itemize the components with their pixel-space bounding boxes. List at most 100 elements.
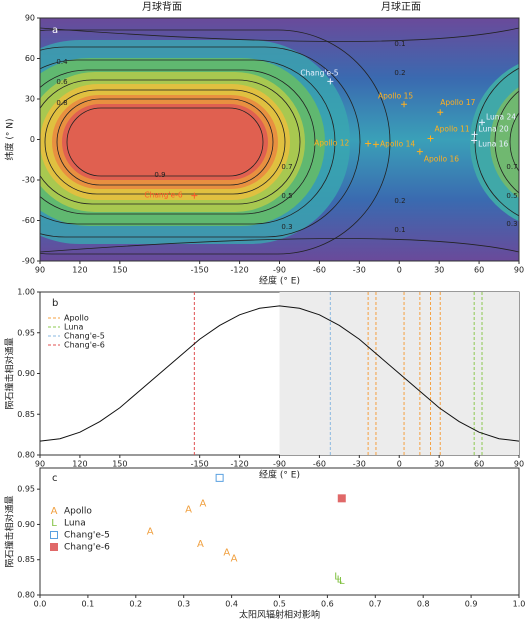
x-tick-label: 30 bbox=[434, 460, 444, 469]
y-tick-label: 0 bbox=[30, 135, 35, 144]
site-marker bbox=[471, 137, 478, 144]
contour-label: 0.8 bbox=[56, 99, 67, 107]
site-marker bbox=[401, 101, 408, 108]
contour-label: 0.1 bbox=[394, 226, 405, 234]
x-tick-label: 90 bbox=[514, 266, 524, 275]
point: L bbox=[337, 574, 343, 585]
y-tick-label: -30 bbox=[22, 176, 35, 185]
contour-label: 0.3 bbox=[281, 223, 292, 231]
site-marker bbox=[471, 131, 478, 138]
site-label: Luna 20 bbox=[479, 124, 509, 133]
site-marker bbox=[191, 192, 198, 199]
legend-marker: L bbox=[51, 518, 57, 529]
x-tick-label: -120 bbox=[231, 460, 249, 469]
point bbox=[215, 473, 224, 482]
y-tick-label: -60 bbox=[22, 216, 35, 225]
y-tick-label: 0.90 bbox=[17, 520, 35, 529]
site-marker bbox=[416, 148, 423, 155]
y-tick-label: 0.80 bbox=[17, 591, 35, 600]
y-tick-label: 0.90 bbox=[17, 369, 35, 378]
y-tick-label: 30 bbox=[25, 95, 35, 104]
legend-label: Chang'e-5 bbox=[64, 531, 110, 541]
point: A bbox=[147, 527, 154, 538]
legend-label: Apollo bbox=[64, 314, 89, 323]
x-tick-label: 90 bbox=[35, 460, 45, 469]
site-marker bbox=[427, 135, 434, 142]
y-tick-label: 0.80 bbox=[17, 451, 35, 460]
site-marker bbox=[327, 78, 334, 85]
x-tick-label: -60 bbox=[313, 460, 326, 469]
x-tick-label: -90 bbox=[273, 266, 286, 275]
x-tick-label: 0.7 bbox=[369, 600, 382, 609]
point: A bbox=[197, 539, 204, 550]
x-tick-label: 90 bbox=[514, 460, 524, 469]
legend-marker bbox=[50, 543, 58, 551]
contour-label: 0.5 bbox=[506, 192, 517, 200]
contour-label: 0.1 bbox=[394, 40, 405, 48]
panel-letter: c bbox=[52, 473, 58, 484]
far-side-label: 月球背面 bbox=[142, 0, 182, 13]
site-label: Chang'e-5 bbox=[300, 68, 338, 77]
contour-label: 0.5 bbox=[281, 192, 292, 200]
x-tick-label: 150 bbox=[112, 460, 127, 469]
legend-marker: A bbox=[51, 506, 58, 517]
point bbox=[337, 494, 346, 503]
site-marker bbox=[479, 119, 486, 126]
site-label: Apollo 12 bbox=[314, 139, 349, 148]
x-tick-label: -90 bbox=[273, 460, 286, 469]
legend-label: Chang'e-6 bbox=[64, 341, 105, 350]
y-tick-label: 0.85 bbox=[17, 410, 35, 419]
site-label: Apollo 16 bbox=[424, 155, 459, 164]
x-tick-label: -150 bbox=[191, 266, 209, 275]
x-tick-label: 90 bbox=[35, 266, 45, 275]
y-axis-title: 纬度 (° N) bbox=[4, 119, 16, 161]
x-tick-label: 1.0 bbox=[513, 600, 526, 609]
x-axis-title: 经度 (° E) bbox=[259, 469, 300, 481]
site-label: Luna 16 bbox=[478, 139, 508, 148]
site-label: Apollo 17 bbox=[440, 98, 475, 107]
x-tick-label: 0.8 bbox=[417, 600, 430, 609]
x-tick-label: -60 bbox=[313, 266, 326, 275]
x-tick-label: 0.6 bbox=[321, 600, 334, 609]
legend-marker bbox=[50, 531, 58, 539]
site-marker bbox=[372, 141, 379, 148]
x-tick-label: -30 bbox=[353, 460, 366, 469]
y-axis-title: 陨石撞击相对通量 bbox=[4, 337, 16, 409]
map-background bbox=[40, 18, 519, 261]
point: L bbox=[334, 572, 340, 583]
point: L bbox=[339, 576, 345, 587]
site-label: Apollo 15 bbox=[378, 91, 413, 100]
site-label: Apollo 14 bbox=[380, 139, 415, 148]
x-tick-label: 60 bbox=[474, 266, 484, 275]
x-tick-label: 60 bbox=[474, 460, 484, 469]
x-tick-label: 0.0 bbox=[34, 600, 47, 609]
y-tick-label: 0.85 bbox=[17, 555, 35, 564]
contour-label: 0.7 bbox=[281, 163, 292, 171]
y-tick-label: 0.95 bbox=[17, 328, 35, 337]
x-tick-label: 0.9 bbox=[465, 600, 478, 609]
legend-label: Chang'e-5 bbox=[64, 332, 105, 341]
site-marker bbox=[437, 109, 444, 116]
x-tick-label: 0.4 bbox=[225, 600, 238, 609]
contour-label: 0.4 bbox=[56, 58, 68, 66]
site-label: Apollo 11 bbox=[435, 125, 470, 134]
x-tick-label: 0.2 bbox=[129, 600, 142, 609]
legend-label: Chang'e-6 bbox=[64, 543, 110, 553]
x-tick-label: -150 bbox=[191, 460, 209, 469]
legend-label: Luna bbox=[64, 323, 83, 332]
point: A bbox=[199, 498, 206, 509]
site-marker bbox=[365, 140, 372, 147]
x-tick-label: 30 bbox=[434, 266, 444, 275]
site-label: Chang'e-6 bbox=[144, 191, 182, 200]
contour-label: 0.3 bbox=[506, 220, 517, 228]
x-tick-label: 150 bbox=[112, 266, 127, 275]
y-tick-label: -90 bbox=[22, 257, 35, 266]
y-tick-label: 0.95 bbox=[17, 485, 35, 494]
x-tick-label: -30 bbox=[353, 266, 366, 275]
panel-letter: a bbox=[52, 25, 58, 36]
near-side-label: 月球正面 bbox=[381, 0, 421, 13]
x-tick-label: 0.3 bbox=[177, 600, 190, 609]
point: A bbox=[223, 548, 230, 559]
